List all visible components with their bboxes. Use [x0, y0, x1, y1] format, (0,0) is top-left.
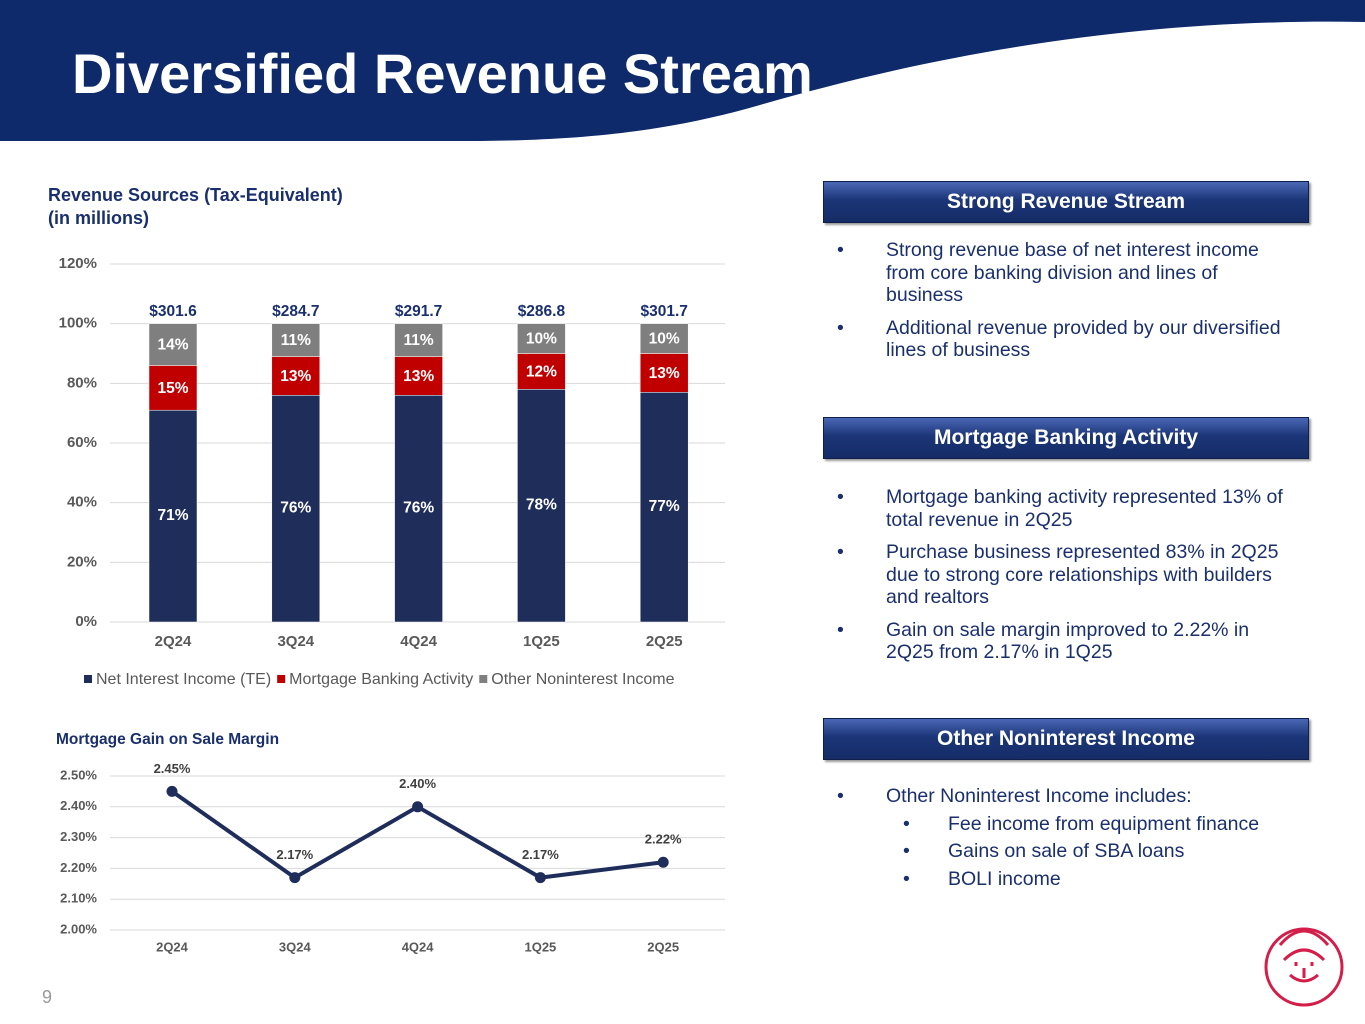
- data-label: 13%: [403, 368, 434, 385]
- y-tick-label: 40%: [67, 494, 97, 511]
- bar-segment: [394, 323, 443, 357]
- y-tick-label: 2.20%: [60, 860, 97, 875]
- bar-segment: [517, 353, 566, 390]
- y-tick-label: 60%: [67, 434, 97, 451]
- y-tick-label: 2.10%: [60, 891, 97, 906]
- data-label: 2.17%: [276, 847, 313, 862]
- section-heading: Strong Revenue Stream: [823, 181, 1309, 223]
- data-label: 2.40%: [399, 776, 436, 791]
- bar-segment: [271, 356, 321, 396]
- bullet: Strong revenue base of net interest inco…: [823, 239, 1286, 307]
- bar-segment: [271, 323, 321, 357]
- sub-bullet: BOLI income: [823, 868, 1288, 891]
- bar-segment: [639, 353, 689, 393]
- data-label: 13%: [280, 368, 311, 385]
- data-label: 10%: [526, 331, 557, 348]
- bullet: Additional revenue provided by our diver…: [823, 317, 1286, 362]
- data-label: 78%: [526, 497, 557, 514]
- legend-swatch: [479, 675, 488, 683]
- slide-title: Diversified Revenue Stream: [72, 42, 813, 105]
- section: Mortgage Banking Activity Mortgage bankin…: [823, 417, 1309, 664]
- data-label: 11%: [281, 332, 311, 349]
- bar-segment: [148, 409, 198, 623]
- bullet: Other Noninterest Income includes:: [823, 785, 1286, 808]
- page-number: 9: [42, 987, 52, 1007]
- section: Other Noninterest Income Other Noninteres…: [823, 718, 1309, 890]
- bar-segment: [148, 365, 198, 411]
- y-tick-label: 20%: [67, 553, 97, 570]
- legend-label: Other Noninterest Income: [491, 671, 674, 688]
- legend-swatch: [277, 675, 286, 683]
- data-label: 15%: [157, 380, 188, 397]
- data-label: 11%: [404, 332, 434, 349]
- x-tick-label: 1Q25: [524, 939, 556, 954]
- point: [166, 785, 178, 797]
- data-label: 12%: [526, 363, 557, 380]
- data-label: 13%: [649, 365, 680, 382]
- bar-segment: [394, 356, 443, 396]
- sub-bullet: Fee income from equipment finance: [823, 813, 1288, 836]
- bar-segment: [517, 323, 566, 354]
- x-tick-label: 3Q24: [277, 633, 314, 650]
- header-band: [0, 0, 1365, 141]
- total-label: $291.7: [395, 303, 442, 320]
- section-heading: Mortgage Banking Activity: [823, 417, 1309, 459]
- y-tick-label: 0%: [75, 613, 97, 630]
- y-tick-label: 2.50%: [60, 767, 97, 782]
- y-tick-label: 2.00%: [60, 921, 97, 936]
- sub-bullet: Gains on sale of SBA loans: [823, 840, 1288, 863]
- x-tick-label: 2Q25: [647, 939, 679, 954]
- y-tick-label: 100%: [59, 315, 97, 332]
- total-label: $286.8: [518, 303, 566, 320]
- data-label: 76%: [403, 500, 434, 517]
- total-label: $284.7: [272, 303, 319, 320]
- bar-segment: [639, 392, 689, 623]
- bullet: Mortgage banking activity represented 13…: [823, 486, 1286, 531]
- x-tick-label: 4Q24: [402, 939, 435, 954]
- chart-title: Revenue Sources (Tax-Equivalent): [48, 185, 343, 205]
- point: [534, 872, 546, 884]
- bar-segment: [517, 389, 566, 623]
- total-label: $301.7: [640, 303, 687, 320]
- point: [289, 872, 301, 884]
- section: Strong Revenue Stream Strong revenue base…: [823, 181, 1309, 362]
- data-label: 2.45%: [154, 761, 191, 776]
- bullet: Gain on sale margin improved to 2.22% in…: [823, 619, 1286, 664]
- section-heading: Other Noninterest Income: [823, 718, 1309, 760]
- x-tick-label: 3Q24: [279, 939, 312, 954]
- y-tick-label: 2.40%: [60, 798, 97, 813]
- bullet: Purchase business represented 83% in 2Q2…: [823, 541, 1286, 609]
- bar-segment: [271, 395, 321, 623]
- bar-segment: [148, 323, 198, 366]
- chart-subtitle: (in millions): [48, 208, 149, 228]
- y-tick-label: 80%: [67, 374, 97, 391]
- x-tick-label: 4Q24: [400, 633, 437, 650]
- data-label: 14%: [157, 337, 188, 354]
- x-tick-label: 1Q25: [523, 633, 560, 650]
- data-label: 71%: [157, 507, 188, 524]
- chart-title: Mortgage Gain on Sale Margin: [56, 731, 279, 748]
- data-label: 2.22%: [645, 832, 682, 847]
- x-tick-label: 2Q24: [155, 633, 192, 650]
- data-label: 10%: [649, 331, 680, 348]
- point: [412, 801, 424, 813]
- data-label: 77%: [649, 498, 680, 515]
- bar-segment: [394, 395, 443, 623]
- legend-swatch: [84, 675, 92, 683]
- y-tick-label: 2.30%: [60, 829, 97, 844]
- point: [657, 856, 669, 868]
- y-tick-label: 120%: [59, 255, 97, 272]
- legend-label: Net Interest Income (TE): [96, 671, 271, 688]
- logo: [1264, 927, 1344, 1007]
- legend-label: Mortgage Banking Activity: [289, 671, 473, 688]
- bar-segment: [639, 323, 689, 354]
- total-label: $301.6: [149, 303, 197, 320]
- data-label: 76%: [280, 500, 311, 517]
- x-tick-label: 2Q24: [156, 939, 189, 954]
- data-label: 2.17%: [522, 847, 559, 862]
- x-tick-label: 2Q25: [646, 633, 683, 650]
